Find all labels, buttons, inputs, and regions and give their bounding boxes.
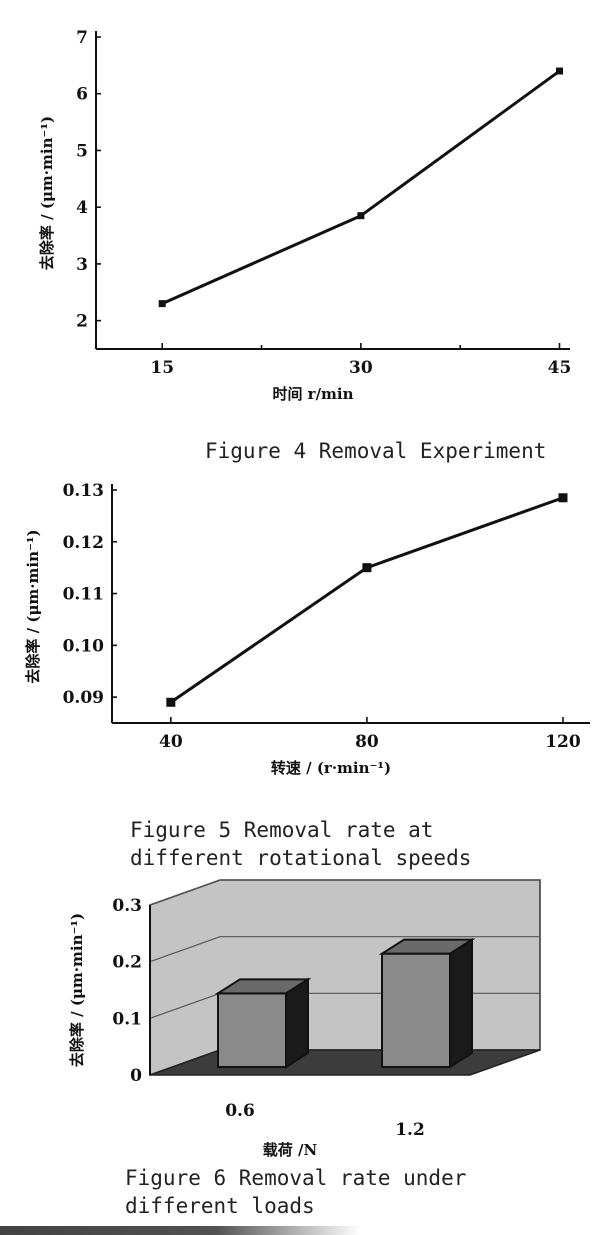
fig4-data-point [357,212,365,220]
bar-chart-gridline [149,879,540,906]
fig4-data-point [556,67,564,75]
fig5-data-point [558,493,568,503]
bar-chart-x-tick-label: 0.6 [225,1101,255,1121]
bar-chart-y-tick-label: 0 [130,1066,142,1086]
bar-chart-back-wall [149,879,541,1077]
bar-side-face [285,977,309,1069]
fig5-x-tick-label: 80 [355,732,379,752]
fig5-y-tick-label: 0.13 [63,481,104,501]
fig5-x-axis-label: 转速 / (r·min⁻¹) [271,759,391,777]
figure-4-caption: Figure 4 Removal Experiment [205,439,547,463]
fig5-data-point [362,563,372,573]
fig4-y-tick-label: 2 [76,312,88,332]
fig5-y-axis-label: 去除率 / (μm·min⁻¹) [24,529,42,683]
fig4-y-tick-label: 4 [76,198,88,218]
figure-6-caption: Figure 6 Removal rate under different lo… [125,1166,467,1218]
bar-front-face [381,952,451,1068]
fig5-x-tick-label: 120 [545,732,581,752]
bar-chart-y-tick-label: 0.3 [112,896,142,916]
bar-chart-gridline [149,936,540,963]
bar-chart-x-axis-label: 载荷 /N [263,1141,318,1159]
fig4-y-tick-label: 6 [76,85,88,105]
fig5-x-tick-label: 40 [159,732,183,752]
bar-side-face [449,937,473,1069]
figure-5-caption: Figure 5 Removal rate at different rotat… [130,818,472,870]
fig4-y-tick-label: 5 [76,141,88,161]
fig4-x-axis-label: 时间 r/min [272,385,353,403]
bar-chart-y-axis-label: 去除率 / (μm·min⁻¹) [68,913,86,1067]
fig5-y-tick-label: 0.12 [63,533,104,553]
fig5-y-tick-label: 0.10 [63,636,105,656]
cropped-text-strip [0,1226,360,1235]
fig4-data-point [158,300,166,308]
fig4-x-tick-label: 30 [349,358,373,378]
bar-chart-y-tick-label: 0.1 [112,1009,142,1029]
fig4-x-tick-label: 45 [548,358,572,378]
fig5-y-tick-label: 0.11 [63,585,104,605]
figure-6-chart: 0 0.1 0.2 0.3 0.6 1.2 载荷 /N 去除率 / (μm·min⁻¹) [68,879,541,1159]
bar-chart-y-tick-label: 0.2 [112,953,142,973]
fig4-y-axis-label: 去除率 / (μm·min⁻¹) [38,116,56,270]
figure-5-chart: 0.09 0.10 0.11 0.12 0.13 40 80 120 转速 / (r·min⁻¹… [24,481,590,777]
fig5-series-line [169,496,564,704]
fig5-y-tick-label: 0.09 [63,688,104,708]
bar-front-face [217,992,287,1068]
fig4-y-tick-label: 3 [76,255,88,275]
bar-chart-floor [149,1049,541,1076]
fig4-x-tick-label: 15 [150,358,174,378]
fig5-data-point [166,697,176,707]
bar-chart-x-tick-label: 1.2 [395,1120,425,1140]
fig4-series-line [161,69,561,305]
fig4-y-tick-label: 7 [76,28,88,48]
